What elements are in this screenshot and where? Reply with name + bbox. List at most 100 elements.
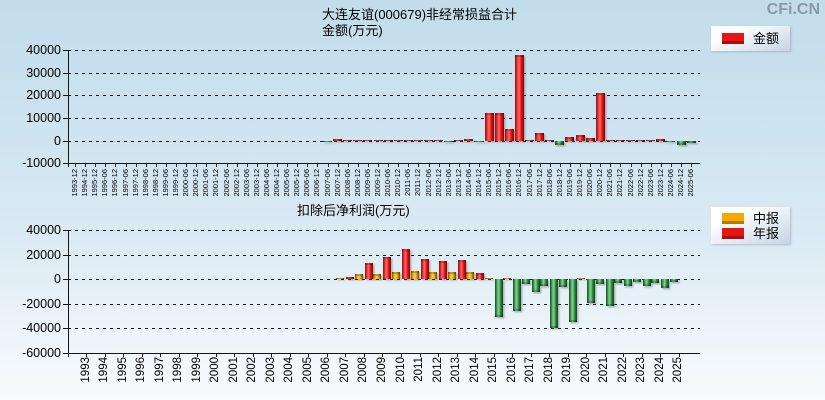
x-tick: [277, 163, 278, 168]
bar-interim-2021: [595, 279, 604, 285]
x-tick: [691, 163, 693, 168]
bar-amount-2007-12: [333, 138, 343, 141]
legend-label-annual: 年报: [753, 226, 780, 241]
top-chart-title: 大连友谊(000679)非经常损益合计 金额(万元): [322, 7, 517, 39]
gridline-20000: [68, 254, 700, 256]
x-tick: [549, 163, 551, 168]
x-tick: [641, 352, 643, 357]
bar-annual-2018: [550, 279, 559, 329]
bar-interim-2010: [392, 271, 400, 280]
x-tick: [123, 352, 125, 357]
x-tick-label: 2011-06: [403, 169, 413, 196]
x-tick: [604, 352, 606, 357]
x-tick-label: 1999-12: [171, 169, 180, 197]
legend-swatch-interim: [722, 213, 744, 224]
x-tick-label: 2008-06: [342, 169, 352, 197]
x-tick: [580, 163, 581, 168]
x-tick: [640, 163, 642, 168]
gridline-40000: [68, 230, 700, 232]
x-tick: [160, 352, 162, 357]
bar-amount-2010-06: [383, 139, 393, 141]
y-tick-label: 40000: [26, 43, 61, 57]
x-tick-label: 2023-06: [645, 169, 655, 197]
x-tick-label: 2006: [320, 357, 333, 383]
x-tick-label: 2017-06: [524, 169, 534, 197]
x-tick-label: 2010: [394, 357, 407, 383]
x-tick: [234, 352, 236, 357]
x-tick-label: 1999: [190, 357, 203, 383]
x-tick-label: 2018-06: [544, 169, 554, 197]
gridline--40000: [68, 328, 700, 330]
x-tick-label: 2004: [283, 357, 296, 383]
bar-amount-2008-12: [353, 139, 363, 141]
bar-interim-2008: [354, 273, 363, 280]
x-tick-label: 2002: [246, 357, 259, 383]
x-tick: [367, 163, 369, 168]
x-tick: [678, 352, 680, 357]
bar-annual-2012: [439, 261, 448, 280]
x-tick: [493, 352, 495, 357]
x-tick-label: 2022: [616, 357, 629, 383]
bar-amount-2019-12: [575, 134, 585, 141]
x-tick: [567, 352, 569, 357]
x-tick-label: 2020-06: [585, 169, 595, 197]
x-tick: [326, 352, 328, 357]
bar-amount-2022-12: [636, 139, 646, 141]
x-tick: [529, 163, 531, 168]
x-tick-label: 1997-06: [120, 169, 130, 197]
bar-amount-2024-12: [676, 140, 686, 146]
x-tick: [206, 163, 208, 168]
x-axis-line: [68, 352, 700, 354]
x-tick-label: 2008-12: [352, 169, 362, 197]
x-axis-line: [68, 163, 700, 165]
x-tick-label: 2004-06: [261, 169, 271, 197]
gridline-0: [68, 140, 700, 142]
x-tick-label: 1997-12: [130, 169, 140, 197]
x-tick-label: 2015-06: [484, 169, 494, 197]
x-tick: [623, 352, 625, 357]
x-tick: [178, 352, 180, 357]
bar-amount-2010-12: [393, 139, 403, 141]
x-tick-label: 2016: [505, 357, 518, 383]
x-tick: [519, 163, 521, 168]
bar-amount-2021-06: [605, 139, 615, 141]
x-tick: [479, 163, 480, 168]
x-tick: [681, 163, 682, 168]
bar-annual-2015: [494, 279, 503, 318]
x-tick-label: 2016-06: [504, 169, 514, 197]
bar-annual-2007: [346, 276, 355, 280]
x-tick: [549, 352, 551, 357]
x-tick-label: 2012: [431, 357, 444, 383]
x-tick-label: 1997: [153, 357, 166, 383]
x-tick-label: 2022-12: [635, 169, 645, 197]
x-tick-label: 1996-06: [100, 169, 110, 197]
x-tick-label: 2024: [653, 357, 666, 383]
x-tick-label: 1995-12: [90, 169, 100, 197]
x-tick-label: 2001-06: [201, 169, 211, 197]
x-tick-label: 2017-12: [534, 169, 544, 197]
bar-amount-2020-12: [595, 93, 605, 141]
y-tick-label: 0: [54, 133, 61, 148]
x-tick: [75, 163, 76, 168]
y-tick-label: 20000: [26, 247, 61, 262]
bar-annual-2010: [402, 248, 410, 280]
bar-amount-2011-12: [413, 139, 423, 141]
x-tick: [266, 163, 268, 168]
x-tick: [176, 163, 177, 168]
y-tick: [63, 50, 68, 51]
x-tick-label: 1998-06: [140, 169, 150, 197]
x-tick-label: 2005-12: [292, 169, 302, 197]
y-tick: [63, 303, 68, 305]
x-tick-label: 2013-06: [443, 169, 453, 197]
gridline-10000: [68, 117, 700, 119]
x-tick-label: 1996-12: [110, 169, 120, 197]
legend-swatch-annual: [722, 228, 744, 239]
bar-interim-2019: [558, 279, 567, 288]
x-tick-label: 2016-12: [514, 169, 524, 197]
bar-interim-2013: [447, 272, 456, 280]
x-tick: [660, 163, 662, 168]
x-tick: [363, 352, 365, 357]
y-tick-label: 40000: [26, 223, 61, 238]
x-tick-label: 2019-06: [564, 169, 574, 197]
x-tick-label: 2010-12: [393, 169, 403, 197]
